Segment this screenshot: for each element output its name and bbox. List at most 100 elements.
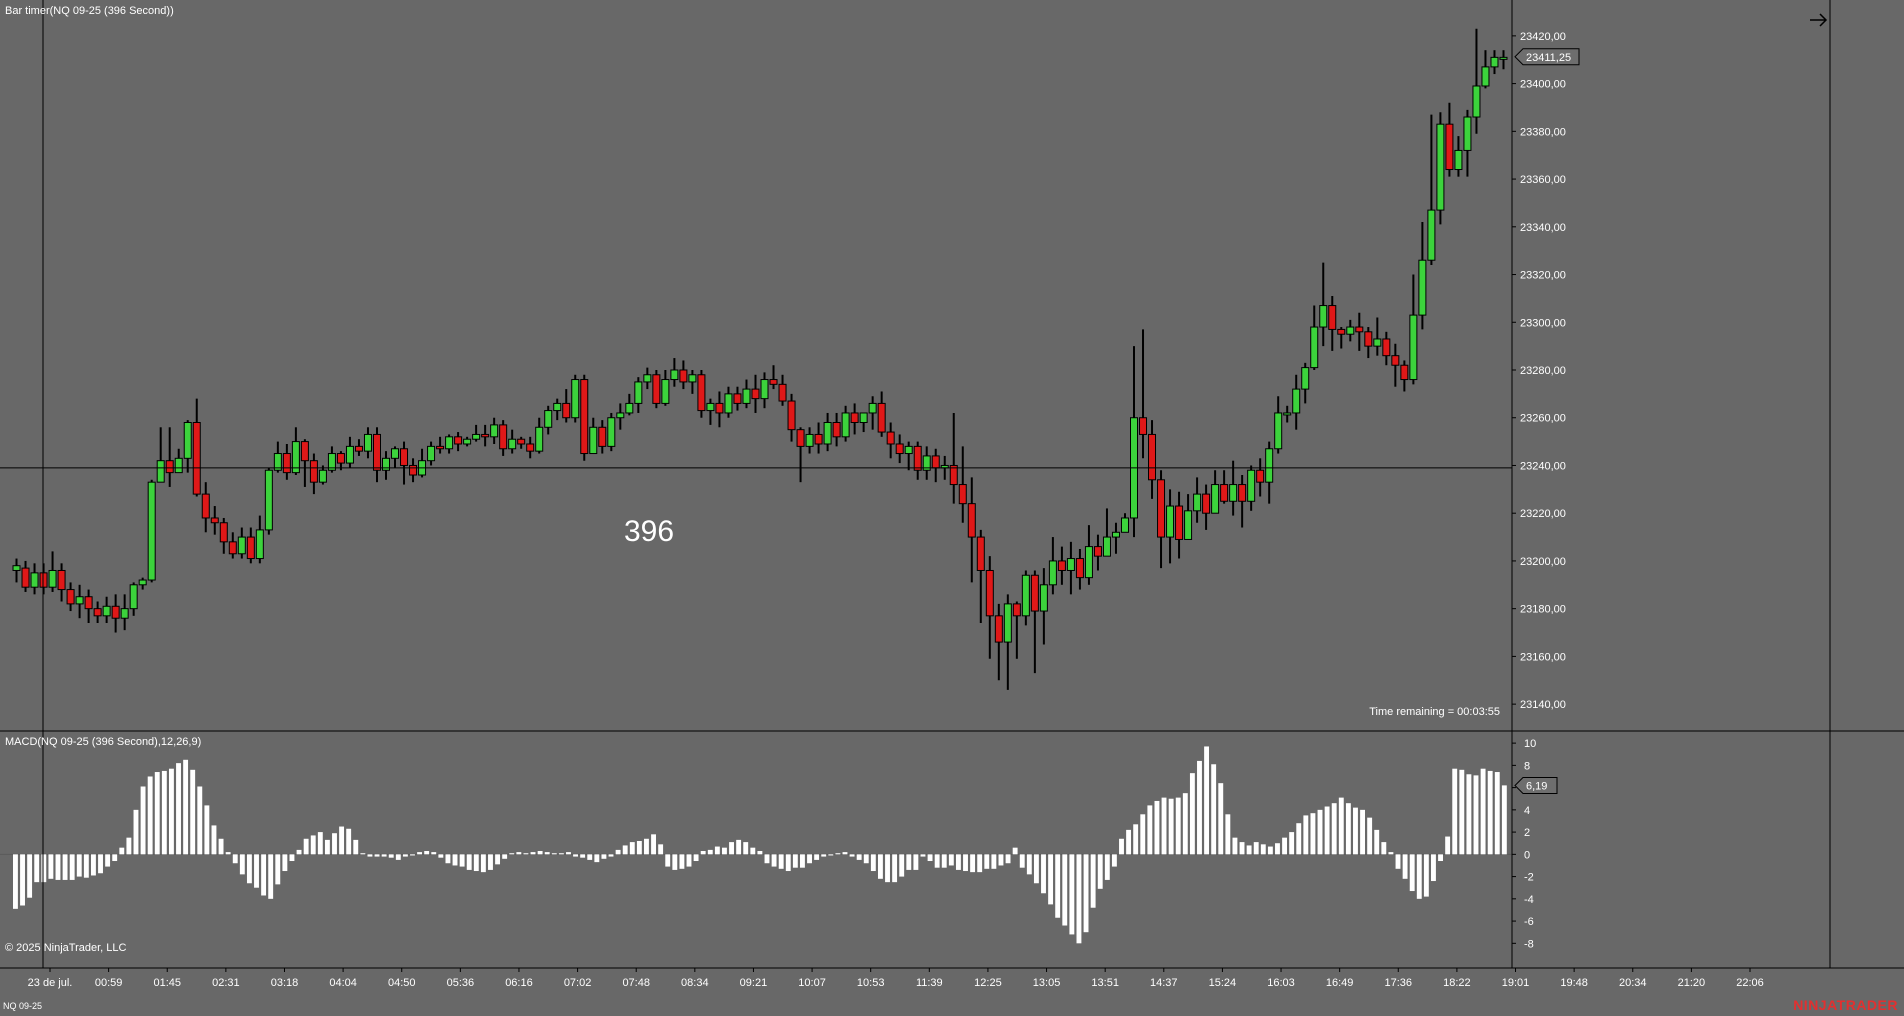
macd-bar — [1289, 832, 1295, 855]
candle — [598, 426, 607, 447]
macd-bar — [1147, 805, 1153, 855]
candle — [318, 469, 327, 483]
macd-bar — [1423, 854, 1429, 897]
x-tick-label: 11:39 — [916, 977, 943, 989]
instrument-tab-label[interactable]: NQ 09-25 — [3, 1001, 43, 1011]
candle — [1229, 484, 1238, 502]
candle — [958, 484, 967, 505]
candle — [39, 572, 48, 588]
candle — [382, 457, 390, 471]
macd-bar — [1338, 797, 1344, 855]
candle — [156, 460, 165, 483]
candle — [93, 608, 102, 617]
time-remaining-label: Time remaining = 00:03:55 — [1369, 706, 1500, 718]
macd-bar — [516, 852, 522, 855]
candle — [661, 379, 670, 404]
macd-bar — [1005, 854, 1011, 864]
macd-bar — [814, 854, 820, 860]
macd-bar — [395, 854, 401, 860]
candle — [778, 383, 787, 402]
x-tick-label: 20:34 — [1619, 977, 1647, 989]
macd-bar — [197, 786, 203, 855]
macd-bar — [438, 854, 444, 858]
x-tick-label: 19:48 — [1560, 977, 1588, 989]
macd-bar — [282, 854, 288, 872]
candle — [517, 438, 526, 445]
x-tick-label: 19:01 — [1502, 977, 1530, 989]
candle — [300, 441, 309, 462]
macd-bar — [190, 769, 196, 855]
candle — [697, 374, 706, 412]
candle — [904, 445, 913, 455]
macd-bar — [204, 805, 210, 855]
candle — [1283, 412, 1292, 416]
macd-bar — [1126, 829, 1132, 855]
candle — [1021, 574, 1030, 617]
last-price-marker — [1514, 48, 1580, 66]
x-tick-label: 03:18 — [271, 977, 299, 989]
ninjatrader-logo: NINJATRADER — [1793, 997, 1898, 1013]
macd-bar — [885, 854, 890, 883]
candle — [544, 410, 553, 428]
macd-bar — [658, 844, 664, 855]
candle — [1274, 412, 1283, 450]
macd-bar — [1317, 809, 1323, 855]
candle — [345, 445, 354, 464]
candle — [1093, 546, 1102, 557]
candle — [1175, 505, 1184, 540]
macd-bar — [246, 854, 252, 884]
candle — [237, 536, 246, 555]
macd-bar — [1494, 772, 1500, 855]
candle — [832, 422, 841, 438]
candle — [1247, 469, 1256, 502]
macd-bar — [941, 854, 947, 868]
macd-y-tick-label: 0 — [1524, 849, 1530, 861]
candle — [409, 464, 418, 476]
y-tick-label: 23280,00 — [1520, 365, 1566, 377]
macd-bar — [1253, 842, 1259, 855]
macd-bar — [225, 852, 231, 855]
candle — [1391, 355, 1400, 366]
candle — [976, 536, 985, 571]
candle — [1337, 328, 1346, 335]
macd-bar — [268, 854, 274, 899]
candle — [1301, 367, 1310, 390]
x-tick-label: 23 de jul. — [28, 977, 73, 989]
candle — [1463, 116, 1472, 151]
macd-y-tick-label: 10 — [1524, 738, 1536, 750]
macd-bar — [402, 854, 408, 857]
macd-bar — [1303, 815, 1309, 855]
macd-bar — [1260, 844, 1266, 855]
candle — [490, 424, 499, 438]
macd-bar — [310, 835, 316, 855]
macd-bar — [608, 854, 614, 857]
macd-bar — [906, 854, 912, 870]
candle — [1057, 560, 1066, 571]
macd-bar — [218, 838, 224, 855]
candle — [372, 433, 381, 471]
candle — [886, 431, 895, 445]
macd-bar — [417, 852, 423, 855]
macd-bar — [105, 854, 111, 867]
candle — [21, 567, 30, 588]
y-tick-label: 23300,00 — [1520, 317, 1566, 329]
candle — [12, 565, 21, 571]
macd-bar — [140, 786, 146, 855]
macd-bar — [48, 854, 54, 879]
candle — [354, 445, 363, 452]
macd-bar — [69, 854, 75, 880]
macd-bar — [665, 854, 671, 867]
y-tick-label: 23140,00 — [1520, 699, 1566, 711]
macd-bar — [1487, 770, 1493, 855]
macd-bar — [34, 854, 40, 883]
x-tick-label: 18:22 — [1443, 977, 1471, 989]
macd-y-tick-label: -2 — [1524, 872, 1534, 884]
macd-bar — [1062, 854, 1068, 926]
x-tick-label: 00:59 — [95, 977, 123, 989]
x-tick-label: 05:36 — [447, 977, 475, 989]
candle — [589, 426, 598, 455]
candle — [391, 448, 400, 459]
macd-bar — [998, 854, 1004, 866]
axes: 23140,00 23160,00 23180,00 23200,00 23220,00… — [0, 0, 1904, 989]
